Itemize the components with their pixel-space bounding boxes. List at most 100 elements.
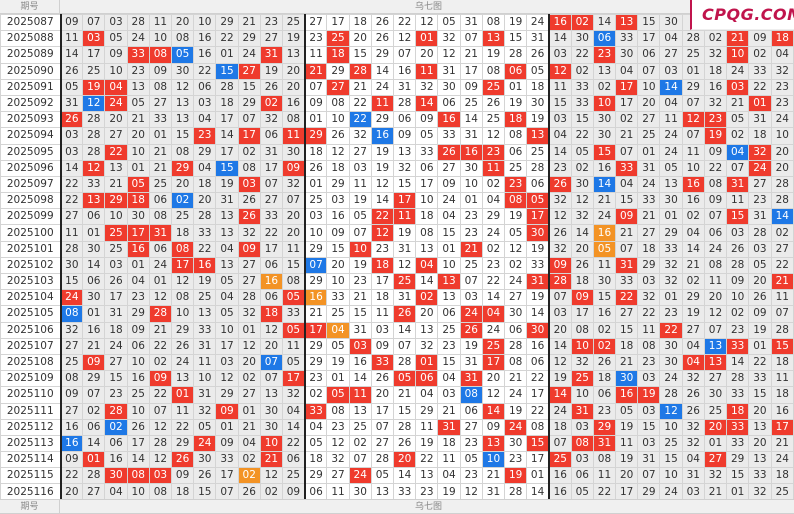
cell: 26 [237,192,261,210]
cell: 07 [548,289,572,307]
cell: 27 [59,208,84,226]
cell: 21 [148,159,173,177]
cell-red: 02 [259,94,284,113]
cell: 31 [637,159,661,177]
cell: 33 [726,434,750,453]
cell: 03 [59,127,84,145]
cell: 24 [726,62,750,80]
cell: 28 [393,418,417,436]
cell: 22 [526,370,550,388]
cell: 27 [659,46,683,64]
cell: 04 [437,370,461,388]
cell: 31 [193,386,217,404]
cell: 04 [548,127,572,145]
cell: 22 [570,46,594,64]
cell-red: 02 [570,13,594,32]
cell: 19 [504,402,528,420]
cell-red: 16 [459,143,483,161]
cell: 19 [348,256,372,275]
cell: 22 [259,224,284,242]
cell: 28 [370,451,395,469]
cell: 28 [770,192,794,210]
cell: 12 [481,386,506,404]
cell-red: 29 [304,127,328,145]
cell: 05 [659,159,683,177]
cell-blue: 14 [770,208,794,226]
cell: 05 [126,94,150,113]
cell: 29 [304,240,328,258]
cell: 26 [748,289,772,307]
cell: 26 [370,30,395,48]
table-row: 2025098 22 13 29 18 06 02 20 31 26 27 07 25 03 19 14 17 1… [0,192,794,210]
cell-red: 11 [348,386,372,404]
table-row: 2025095 03 28 22 10 21 08 29 17 02 31 30 18 12 27 19 13 3… [0,143,794,161]
cell: 21 [615,353,639,372]
cell: 28 [526,159,550,177]
cell: 14 [126,451,150,469]
cell: 11 [548,78,572,96]
cell: 25 [348,418,372,436]
cell-red: 22 [615,289,639,307]
site-logo[interactable]: CPQG.COM [690,0,794,30]
cell: 22 [481,272,506,291]
cell: 18 [748,127,772,145]
cell: 16 [282,94,306,113]
cell: 28 [504,337,528,355]
cell: 01 [637,143,661,161]
cell-red: 16 [437,111,461,129]
issue-column-header[interactable]: 期号 [0,0,60,13]
cell: 33 [526,256,550,275]
cell: 16 [703,78,728,96]
cell: 33 [282,305,306,323]
cell: 04 [415,386,439,404]
cell: 19 [615,418,639,436]
cell: 24 [592,208,617,226]
cell-red: 17 [304,321,328,339]
cell: 31 [393,78,417,96]
cell-blue: 14 [659,78,683,96]
cell: 31 [393,240,417,258]
cell: 10 [193,13,217,32]
cell: 06 [148,192,173,210]
cell-red: 28 [548,272,572,291]
cell: 28 [82,467,106,485]
cell: 21 [104,175,128,194]
cell: 03 [104,256,128,275]
cell-red: 17 [481,353,506,372]
cell: 30 [437,78,461,96]
cell: 29 [681,289,705,307]
cell: 31 [681,467,705,485]
cell: 19 [526,111,550,129]
cell: 16 [126,370,150,388]
cell: 24 [126,30,150,48]
issue-number: 2025102 [0,256,62,275]
cell-red: 29 [104,192,128,210]
cell: 12 [548,353,572,372]
cell: 23 [126,289,150,307]
cell-red: 08 [148,46,173,64]
cell: 19 [393,224,417,242]
cell: 23 [459,467,483,485]
cell: 07 [726,159,750,177]
cell: 21 [681,256,705,275]
cell: 02 [703,30,728,48]
cell: 18 [193,175,217,194]
table-row: 2025093 26 28 20 21 33 13 04 17 07 32 08 01 10 22 29 06 0… [0,111,794,129]
cell: 07 [615,143,639,161]
cell: 27 [637,111,661,129]
cell-red: 25 [481,337,506,355]
cell-red: 30 [526,321,550,339]
cell: 28 [215,78,239,96]
cell: 33 [393,483,417,501]
cell: 06 [82,272,106,291]
cell-red: 23 [504,175,528,194]
cell: 01 [681,62,705,80]
cell: 02 [148,353,173,372]
cell-red: 17 [526,208,550,226]
cell: 02 [504,256,528,275]
cell: 27 [304,13,328,32]
cell-red: 33 [726,418,750,436]
cell: 08 [592,451,617,469]
cell-blue: 30 [615,370,639,388]
cell: 08 [282,111,306,129]
